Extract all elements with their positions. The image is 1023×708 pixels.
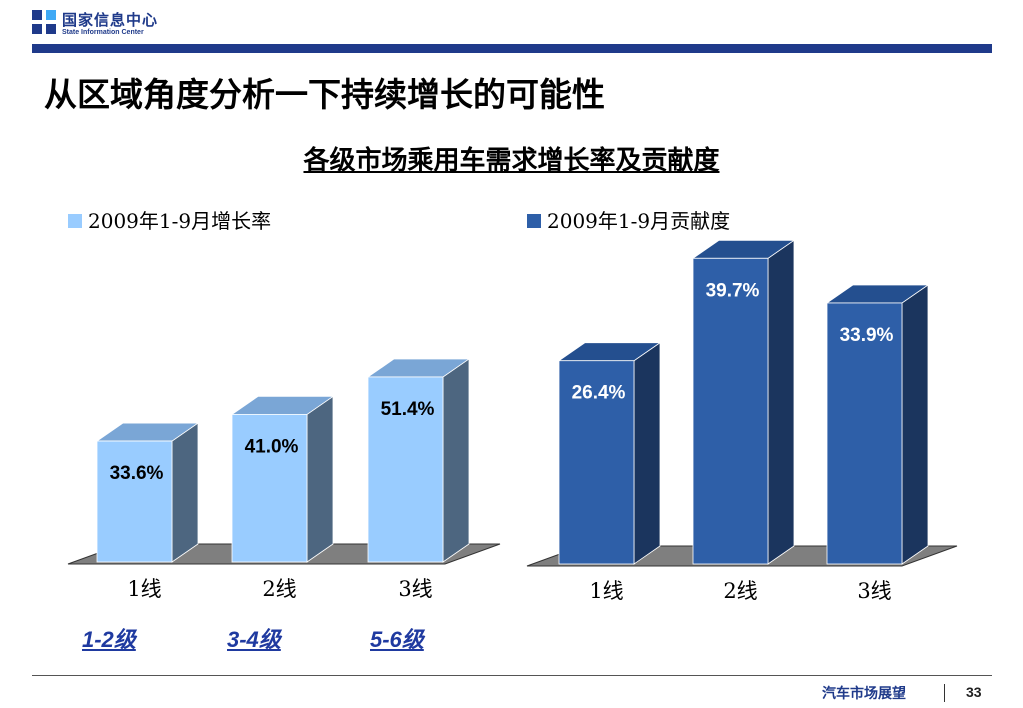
footer-divider [32, 675, 992, 676]
chart-2-bar-1 [558, 360, 635, 565]
chart-1-category-label-2: 2线 [262, 577, 296, 601]
chart-1-bar-2-side [306, 395, 334, 563]
chart-2-bar-2 [692, 257, 769, 565]
page-title: 从区域角度分析一下持续增长的可能性 [44, 76, 605, 113]
chart-1-bar-2 [231, 413, 308, 563]
footer-separator [944, 684, 945, 702]
chart-1-category-label-3: 3线 [398, 577, 432, 601]
legend-contribution: 2009年1-9月贡献度 [527, 205, 730, 234]
chart-1-bar-1 [96, 440, 173, 563]
legend-label-growth: 2009年1-9月增长率 [88, 209, 272, 233]
footer-label: 汽车市场展望 [822, 685, 906, 701]
chart-2-bar-3-side [901, 284, 929, 565]
org-logo-icon [32, 10, 56, 34]
chart-2-data-label-3: 33.9% [840, 325, 894, 346]
org-name-cn: 国家信息中心 [62, 12, 159, 29]
legend-growth-rate: 2009年1-9月增长率 [68, 205, 271, 234]
grade-label-1[interactable]: 1-2级 [82, 627, 136, 652]
chart-1-data-label-3: 51.4% [381, 399, 435, 420]
chart-2-bar-1-side [633, 341, 661, 565]
chart-2-data-label-1: 26.4% [572, 383, 626, 404]
chart-1-bar-3-side [442, 358, 470, 563]
org-name-en: State Information Center [62, 29, 144, 36]
chart-1-bar-3 [367, 376, 444, 563]
chart-1-category-label-1: 1线 [127, 577, 161, 601]
chart-title: 各级市场乘用车需求增长率及贡献度 [303, 145, 720, 175]
chart-2-bar-2-side [767, 239, 795, 565]
legend-swatch-growth [68, 214, 82, 228]
legend-label-contribution: 2009年1-9月贡献度 [547, 209, 731, 233]
chart-2-category-label-2: 2线 [723, 579, 757, 603]
legend-swatch-contribution [527, 214, 541, 228]
org-logo: 国家信息中心 State Information Center [32, 8, 167, 42]
header-bar [32, 44, 992, 53]
chart-1-data-label-2: 41.0% [245, 436, 299, 457]
chart-2-category-label-3: 3线 [857, 579, 891, 603]
chart-2-data-label-2: 39.7% [706, 280, 760, 301]
chart-1-bar-1-side [171, 422, 199, 563]
grade-label-2[interactable]: 3-4级 [227, 627, 281, 652]
chart-1-data-label-1: 33.6% [110, 463, 164, 484]
grade-label-3[interactable]: 5-6级 [370, 627, 424, 652]
page-number: 33 [966, 684, 982, 700]
chart-2-bar-3 [826, 302, 903, 565]
chart-2-category-label-1: 1线 [589, 579, 623, 603]
